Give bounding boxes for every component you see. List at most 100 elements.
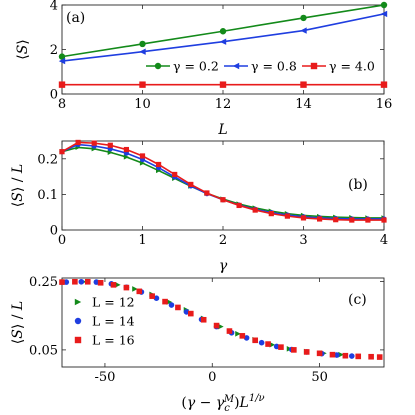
legend-swatch-marker — [74, 336, 82, 344]
series-c-3-point — [162, 298, 168, 305]
x-tick-label: 8 — [58, 97, 66, 112]
legend-swatch-marker — [74, 298, 82, 306]
legend-item: γ = 0.2 — [146, 59, 219, 74]
legend-label: L = 14 — [92, 314, 135, 329]
series-b-1-point — [123, 154, 129, 160]
x-axis-title-part: ) — [234, 395, 239, 411]
x-tick-label: 3 — [299, 233, 307, 248]
panel-label: (b) — [348, 177, 368, 193]
series-b-3-point — [59, 149, 65, 155]
series-c-3-point — [291, 347, 297, 353]
y-axis-title-part: ⟨ — [10, 339, 26, 344]
series-c-3-point — [316, 350, 323, 357]
y-axis-title-part: S — [10, 329, 26, 339]
legend-label: L = 16 — [92, 333, 135, 348]
x-tick-label: 12 — [215, 97, 232, 112]
series-c-2-point — [243, 335, 250, 341]
series-c-2-point — [78, 278, 85, 285]
series-c-2-point — [333, 352, 340, 358]
y-tick-label: 0.2 — [37, 152, 58, 167]
y-axis-title-part: S — [15, 45, 31, 55]
series-c-3-point — [200, 316, 207, 323]
y-tick-label: 0 — [50, 88, 58, 103]
series-b-1-point — [139, 160, 146, 166]
series-a-3-point — [300, 81, 307, 88]
series-a-2-point — [139, 48, 146, 55]
series-b-3-point — [349, 217, 355, 223]
series-c-1-point — [338, 351, 344, 358]
series-c-3-point — [376, 354, 383, 360]
series-c-3-point — [84, 278, 91, 285]
series-c-3-point — [136, 288, 143, 295]
series-b-3-point — [284, 213, 290, 219]
panel-b: 0 1 2 3 4 0 0.1 0.2 (b) γ ⟨S⟩ / L — [10, 139, 388, 274]
x-axis-title-part: γ — [216, 395, 225, 411]
x-tick-label: 16 — [376, 97, 393, 112]
y-axis-title-part: ⟨ — [10, 202, 26, 207]
y-axis-title-part: ⟨ — [15, 54, 31, 59]
series-c-2-point — [273, 343, 280, 350]
y-axis-title: ⟨S⟩ / L — [10, 301, 26, 344]
series-b-3-point — [204, 190, 210, 196]
series-c-3-point — [175, 304, 181, 311]
legend-label: γ = 0.8 — [251, 59, 297, 74]
series-c-1-point — [269, 341, 276, 348]
x-tick-label: 0 — [58, 233, 66, 248]
series-c-3-point — [110, 282, 117, 288]
series-b-3-point — [139, 153, 146, 159]
series-c-3-point — [213, 322, 220, 329]
series-c-3-point — [59, 279, 65, 285]
legend-item: γ = 0.8 — [224, 59, 297, 74]
series-a-3 — [58, 81, 388, 88]
series-c-2-point — [153, 295, 160, 301]
y-axis-title: ⟨S⟩ / L — [10, 164, 26, 207]
series-c-3-point — [149, 293, 155, 299]
y-axis-title-part: ⟩ / — [10, 310, 26, 329]
series-c-3-point — [368, 353, 374, 360]
series-c-3 — [59, 278, 383, 360]
x-axis-title-part: 1/ν — [249, 393, 265, 404]
y-axis-title-part: L — [10, 164, 26, 174]
y-axis-title-part: S — [10, 192, 26, 202]
legend-label: γ = 4.0 — [329, 59, 375, 74]
series-a-1-point — [380, 1, 388, 9]
series-b-3-point — [75, 139, 81, 146]
x-tick-label: 50 — [311, 370, 328, 385]
series-a-1-point — [300, 14, 307, 22]
x-axis-title-part: γ — [187, 395, 196, 411]
legend-swatch-marker — [232, 62, 240, 70]
series-c-3-point — [278, 344, 284, 350]
panel-a: 8 10 12 14 16 0 2 4 (a) L ⟨S⟩ γ = 0.2 γ = 0.8 γ = 4.0 — [15, 0, 392, 138]
legend: γ = 0.2 γ = 0.8 γ = 4.0 — [146, 59, 375, 74]
series-c-3-point — [239, 333, 246, 339]
series-a-2-point — [380, 10, 388, 18]
x-axis-title-part: − — [195, 395, 216, 411]
legend-item: L = 12 — [74, 295, 135, 310]
series-b-3-point — [220, 197, 226, 203]
y-tick-label: 0 — [50, 224, 58, 239]
legend: L = 12 L = 14 L = 16 — [74, 295, 135, 348]
x-tick-label: -50 — [94, 370, 115, 385]
series-a-2-point — [300, 27, 307, 34]
series-c-1-point — [115, 282, 121, 288]
series-c-1-point — [166, 299, 173, 305]
series-c-2-point — [183, 309, 190, 315]
series-a-2 — [58, 10, 388, 65]
series-b-3-point — [365, 217, 371, 223]
series-b-3-point — [268, 211, 274, 217]
legend-label: γ = 0.2 — [173, 59, 219, 74]
series-b-3-point — [123, 146, 129, 153]
legend-swatch-marker — [310, 62, 318, 70]
x-axis-title: γ — [219, 258, 228, 274]
series-c-3-point — [265, 341, 271, 347]
series-b-3-point — [91, 140, 97, 146]
legend-item: L = 14 — [74, 314, 135, 329]
series-c-3-point — [188, 310, 194, 317]
series-a-1-point — [139, 40, 146, 48]
x-axis-title-part: ( — [181, 395, 186, 411]
x-axis-title: (γ − γcM)L1/ν — [181, 393, 264, 414]
legend-label: L = 12 — [92, 295, 135, 310]
series-b-3-point — [317, 216, 323, 222]
x-tick-label: 0 — [208, 370, 216, 385]
